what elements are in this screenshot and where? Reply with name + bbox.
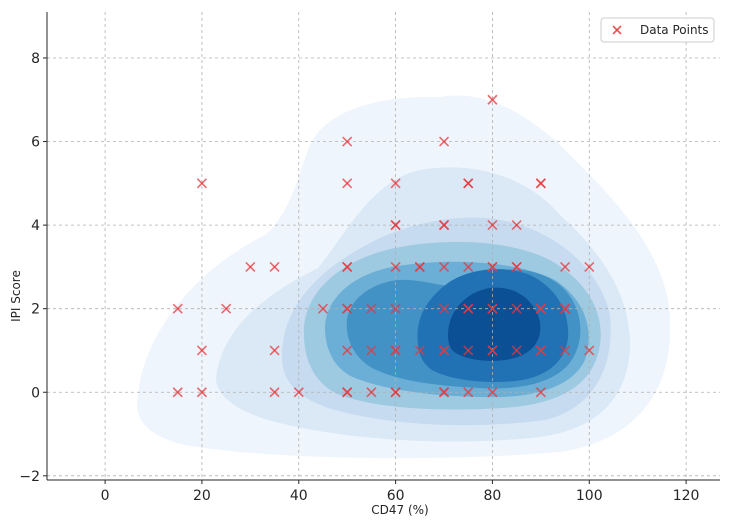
data-point <box>414 261 425 272</box>
density-contours <box>137 95 671 459</box>
data-point <box>559 303 571 314</box>
y-axis-label: IPI Score <box>9 270 23 322</box>
data-point <box>463 178 474 189</box>
x-tick-label: 0 <box>101 488 110 504</box>
data-point <box>463 303 474 314</box>
data-point <box>414 345 425 356</box>
data-point <box>438 136 450 147</box>
legend: Data Points <box>600 17 715 43</box>
data-point <box>487 345 498 356</box>
data-point <box>390 387 401 398</box>
data-point <box>317 303 329 314</box>
x-tick-label: 60 <box>387 488 405 504</box>
data-point <box>342 303 353 314</box>
grid-lines <box>47 12 720 480</box>
data-point <box>390 345 401 356</box>
data-point <box>438 387 450 398</box>
data-point <box>293 387 304 398</box>
data-point <box>196 345 208 356</box>
data-point <box>342 261 353 272</box>
data-point <box>559 261 571 272</box>
data-point <box>535 178 546 189</box>
data-point <box>487 261 498 272</box>
x-tick-label: 120 <box>673 488 700 504</box>
x-tick-label: 40 <box>290 488 308 504</box>
data-point <box>196 387 208 398</box>
data-point <box>511 220 522 231</box>
data-point <box>390 220 401 231</box>
data-point <box>342 387 353 398</box>
data-points <box>172 94 595 398</box>
data-point <box>487 387 498 398</box>
legend-label: Data Points <box>640 23 709 37</box>
y-tick-label: 0 <box>31 385 40 401</box>
data-point <box>269 261 280 272</box>
data-point <box>463 345 474 356</box>
data-point <box>366 345 377 356</box>
data-point <box>366 303 377 314</box>
data-point <box>390 178 401 189</box>
data-point <box>511 345 522 356</box>
data-point <box>269 345 280 356</box>
y-axis-ticks: −2 0 2 4 6 8 <box>19 51 47 485</box>
data-point <box>487 94 498 105</box>
legend-marker-icon <box>612 25 622 35</box>
data-point <box>269 387 280 398</box>
data-point <box>511 303 522 314</box>
data-point <box>342 178 353 189</box>
data-point <box>390 303 401 314</box>
x-axis-ticks: 0 20 40 60 80 100 120 <box>101 480 700 504</box>
data-point <box>559 345 571 356</box>
y-tick-label: 6 <box>31 135 40 151</box>
data-point <box>535 303 546 314</box>
data-point <box>487 303 498 314</box>
y-tick-label: −2 <box>19 469 40 485</box>
data-point <box>438 261 450 272</box>
data-point <box>342 345 353 356</box>
data-point <box>438 220 450 231</box>
data-point <box>463 387 474 398</box>
data-point <box>584 261 595 272</box>
y-tick-label: 2 <box>31 302 40 318</box>
data-point <box>584 345 595 356</box>
data-point <box>172 387 183 398</box>
y-tick-label: 4 <box>31 218 40 234</box>
data-point <box>342 136 353 147</box>
data-point <box>463 261 474 272</box>
data-point <box>535 387 546 398</box>
data-point <box>438 345 450 356</box>
x-axis-label: CD47 (%) <box>371 503 428 517</box>
x-tick-label: 80 <box>484 488 502 504</box>
data-point <box>245 261 256 272</box>
data-point <box>438 303 450 314</box>
data-point <box>366 387 377 398</box>
x-tick-label: 20 <box>193 488 211 504</box>
data-point <box>196 178 208 189</box>
data-point <box>487 220 498 231</box>
y-tick-label: 8 <box>31 51 40 67</box>
legend-box <box>600 17 715 43</box>
data-point <box>390 261 401 272</box>
x-tick-label: 100 <box>576 488 603 504</box>
data-point <box>172 303 183 314</box>
data-point <box>221 303 232 314</box>
data-point <box>511 261 522 272</box>
data-point <box>535 345 546 356</box>
